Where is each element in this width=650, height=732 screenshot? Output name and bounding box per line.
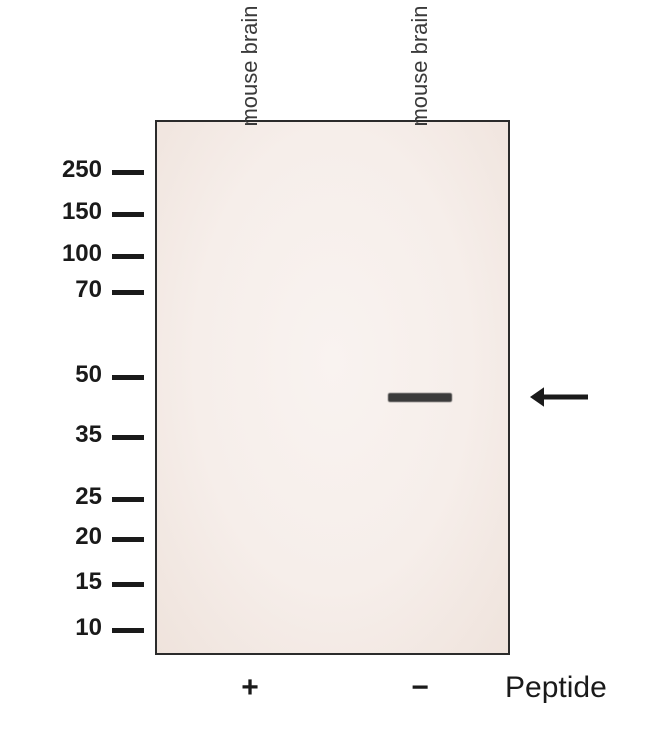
- mw-label-10: 10: [42, 614, 102, 642]
- mw-label-150: 150: [42, 198, 102, 226]
- peptide-plus-symbol: +: [230, 671, 270, 705]
- mw-tick-50: [112, 375, 144, 380]
- mw-label-100: 100: [42, 240, 102, 268]
- peptide-minus-symbol: −: [400, 671, 440, 705]
- lane-label-1: mouse brain: [237, 0, 263, 136]
- mw-tick-150: [112, 212, 144, 217]
- peptide-label: Peptide: [505, 671, 607, 705]
- mw-label-25: 25: [42, 483, 102, 511]
- mw-label-20: 20: [42, 523, 102, 551]
- mw-tick-100: [112, 254, 144, 259]
- mw-label-15: 15: [42, 568, 102, 596]
- mw-tick-15: [112, 582, 144, 587]
- western-blot-membrane: [155, 120, 510, 655]
- mw-label-70: 70: [42, 276, 102, 304]
- band-arrow-icon: [528, 381, 604, 413]
- mw-label-50: 50: [42, 361, 102, 389]
- mw-label-250: 250: [42, 156, 102, 184]
- mw-label-35: 35: [42, 421, 102, 449]
- protein-band: [388, 393, 452, 402]
- lane-label-2: mouse brain: [407, 0, 433, 136]
- mw-tick-10: [112, 628, 144, 633]
- mw-tick-25: [112, 497, 144, 502]
- mw-tick-20: [112, 537, 144, 542]
- mw-tick-70: [112, 290, 144, 295]
- mw-tick-35: [112, 435, 144, 440]
- mw-tick-250: [112, 170, 144, 175]
